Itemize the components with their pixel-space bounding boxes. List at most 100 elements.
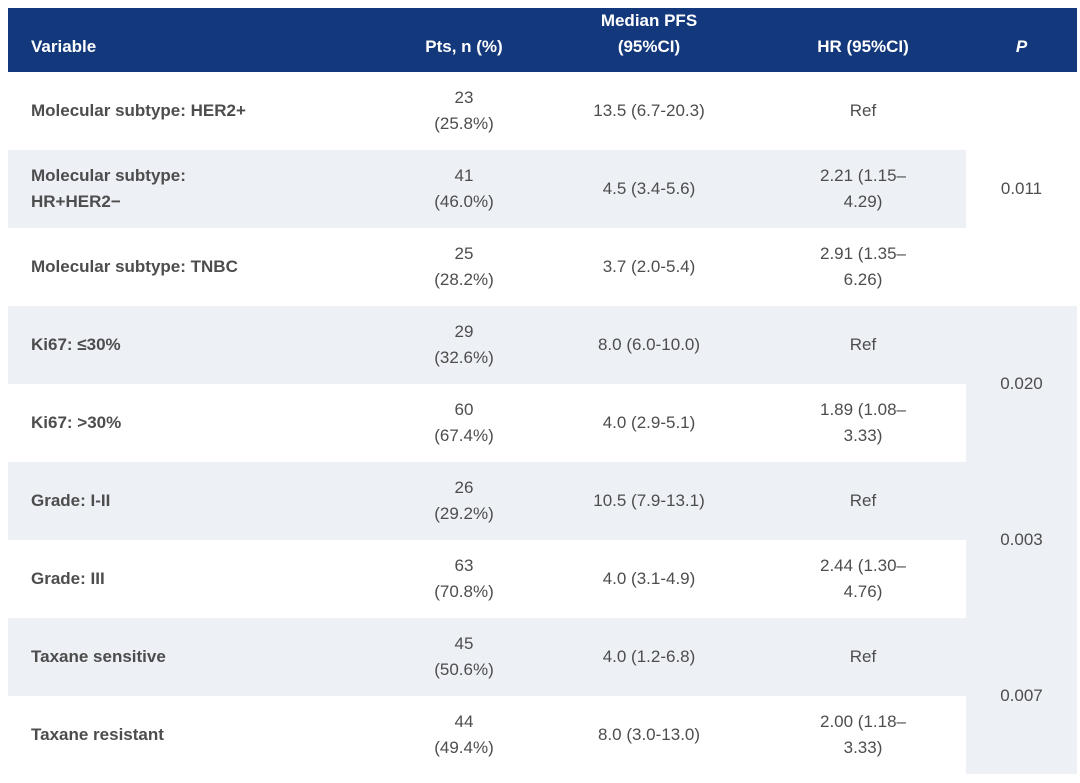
variable-cell: Molecular subtype: TNBC [8, 228, 390, 306]
pts-cell: 25 (28.2%) [390, 228, 538, 306]
variable-cell: Ki67: >30% [8, 384, 390, 462]
hr-cell: Ref [760, 306, 966, 384]
median-pfs-cell: 4.0 (2.9-5.1) [538, 384, 760, 462]
variable-cell: Taxane sensitive [8, 618, 390, 696]
variable-label: Taxane resistant [31, 725, 164, 744]
variable-cell: Grade: III [8, 540, 390, 618]
pts-count: 26 [454, 478, 474, 497]
hr-value-line2: 4.29) [843, 192, 883, 211]
pts-cell: 45 (50.6%) [390, 618, 538, 696]
hr-value: Ref [849, 647, 877, 666]
median-pfs-cell: 4.0 (3.1-4.9) [538, 540, 760, 618]
pts-count: 23 [454, 88, 474, 107]
variable-label: Ki67: >30% [31, 413, 122, 432]
table-row: Grade: III 63 (70.8%) 4.0 (3.1-4.9) 2.44… [8, 540, 1077, 618]
variable-label: Molecular subtype: HER2+ [31, 101, 246, 120]
pts-percent: (50.6%) [434, 660, 494, 679]
variable-cell: Molecular subtype: HER2+ [8, 72, 390, 150]
pts-cell: 29 (32.6%) [390, 306, 538, 384]
pts-count: 45 [454, 634, 474, 653]
table-row: Grade: I-II 26 (29.2%) 10.5 (7.9-13.1) R… [8, 462, 1077, 618]
column-header-p: P [966, 8, 1077, 72]
median-pfs-cell: 4.5 (3.4-5.6) [538, 150, 760, 228]
p-value-cell: 0.020 [966, 306, 1077, 462]
pts-percent: (46.0%) [434, 192, 494, 211]
pts-percent: (32.6%) [434, 348, 494, 367]
hr-cell: 1.89 (1.08– 3.33) [760, 384, 966, 462]
hr-value: Ref [849, 491, 877, 510]
hr-cell: Ref [760, 72, 966, 150]
pts-cell: 23 (25.8%) [390, 72, 538, 150]
hr-value: Ref [849, 335, 877, 354]
pts-percent: (25.8%) [434, 114, 494, 133]
pts-cell: 63 (70.8%) [390, 540, 538, 618]
table-row: Taxane sensitive 45 (50.6%) 4.0 (1.2-6.8… [8, 618, 1077, 774]
p-value-cell: 0.003 [966, 462, 1077, 618]
hr-value: 2.91 (1.35– [819, 244, 906, 263]
hr-value: Ref [849, 101, 877, 120]
pts-cell: 41 (46.0%) [390, 150, 538, 228]
pts-percent: (70.8%) [434, 582, 494, 601]
table-row: Ki67: >30% 60 (67.4%) 4.0 (2.9-5.1) 1.89… [8, 384, 1077, 462]
hr-value: 2.00 (1.18– [819, 712, 906, 731]
hr-value: 1.89 (1.08– [819, 400, 906, 419]
pts-cell: 26 (29.2%) [390, 462, 538, 540]
pts-percent: (28.2%) [434, 270, 494, 289]
variable-label: Molecular subtype: [31, 166, 186, 185]
variable-label: Ki67: ≤30% [31, 335, 121, 354]
column-header-variable: Variable [8, 8, 390, 72]
pts-count: 44 [454, 712, 474, 731]
median-pfs-cell: 8.0 (6.0-10.0) [538, 306, 760, 384]
pts-count: 29 [454, 322, 474, 341]
column-header-hr: HR (95%CI) [760, 8, 966, 72]
pts-count: 25 [454, 244, 474, 263]
variable-cell: Grade: I-II [8, 462, 390, 540]
hr-value-line2: 3.33) [843, 426, 883, 445]
table-row: Molecular subtype: HER2+ 23 (25.8%) 13.5… [8, 72, 1077, 306]
hr-value-line2: 3.33) [843, 738, 883, 757]
median-pfs-cell: 4.0 (1.2-6.8) [538, 618, 760, 696]
hr-value-line2: 6.26) [843, 270, 883, 289]
variable-label: Grade: I-II [31, 491, 111, 510]
variable-cell: Taxane resistant [8, 696, 390, 774]
table-row: Molecular subtype: HR+HER2− 41 (46.0%) 4… [8, 150, 1077, 228]
column-header-median-pfs: Median PFS (95%CI) [538, 8, 760, 72]
pts-cell: 44 (49.4%) [390, 696, 538, 774]
column-header-pts: Pts, n (%) [390, 8, 538, 72]
variable-cell: Molecular subtype: HR+HER2− [8, 150, 390, 228]
pts-count: 41 [454, 166, 474, 185]
pts-cell: 60 (67.4%) [390, 384, 538, 462]
pts-count: 60 [454, 400, 474, 419]
median-pfs-cell: 3.7 (2.0-5.4) [538, 228, 760, 306]
median-pfs-cell: 8.0 (3.0-13.0) [538, 696, 760, 774]
p-value-cell: 0.007 [966, 618, 1077, 774]
table-row: Molecular subtype: TNBC 25 (28.2%) 3.7 (… [8, 228, 1077, 306]
variable-label: Grade: III [31, 569, 105, 588]
pts-percent: (67.4%) [434, 426, 494, 445]
hr-cell: 2.21 (1.15– 4.29) [760, 150, 966, 228]
hr-cell: 2.44 (1.30– 4.76) [760, 540, 966, 618]
table-row: Ki67: ≤30% 29 (32.6%) 8.0 (6.0-10.0) Ref… [8, 306, 1077, 462]
results-table: Variable Pts, n (%) Median PFS (95%CI) H… [8, 8, 1077, 774]
variable-label: Molecular subtype: TNBC [31, 257, 238, 276]
table-row: Taxane resistant 44 (49.4%) 8.0 (3.0-13.… [8, 696, 1077, 774]
variable-cell: Ki67: ≤30% [8, 306, 390, 384]
pts-count: 63 [454, 556, 474, 575]
hr-cell: 2.91 (1.35– 6.26) [760, 228, 966, 306]
p-value-cell: 0.011 [966, 72, 1077, 306]
column-header-median-pfs-line2: (95%CI) [617, 37, 681, 56]
hr-value-line2: 4.76) [843, 582, 883, 601]
variable-label-line2: HR+HER2− [31, 192, 121, 211]
column-header-median-pfs-line1: Median PFS [600, 11, 698, 30]
hr-value: 2.44 (1.30– [819, 556, 906, 575]
variable-label: Taxane sensitive [31, 647, 166, 666]
hr-cell: Ref [760, 618, 966, 696]
median-pfs-cell: 10.5 (7.9-13.1) [538, 462, 760, 540]
hr-cell: Ref [760, 462, 966, 540]
hr-value: 2.21 (1.15– [819, 166, 906, 185]
pts-percent: (49.4%) [434, 738, 494, 757]
pts-percent: (29.2%) [434, 504, 494, 523]
median-pfs-cell: 13.5 (6.7-20.3) [538, 72, 760, 150]
hr-cell: 2.00 (1.18– 3.33) [760, 696, 966, 774]
